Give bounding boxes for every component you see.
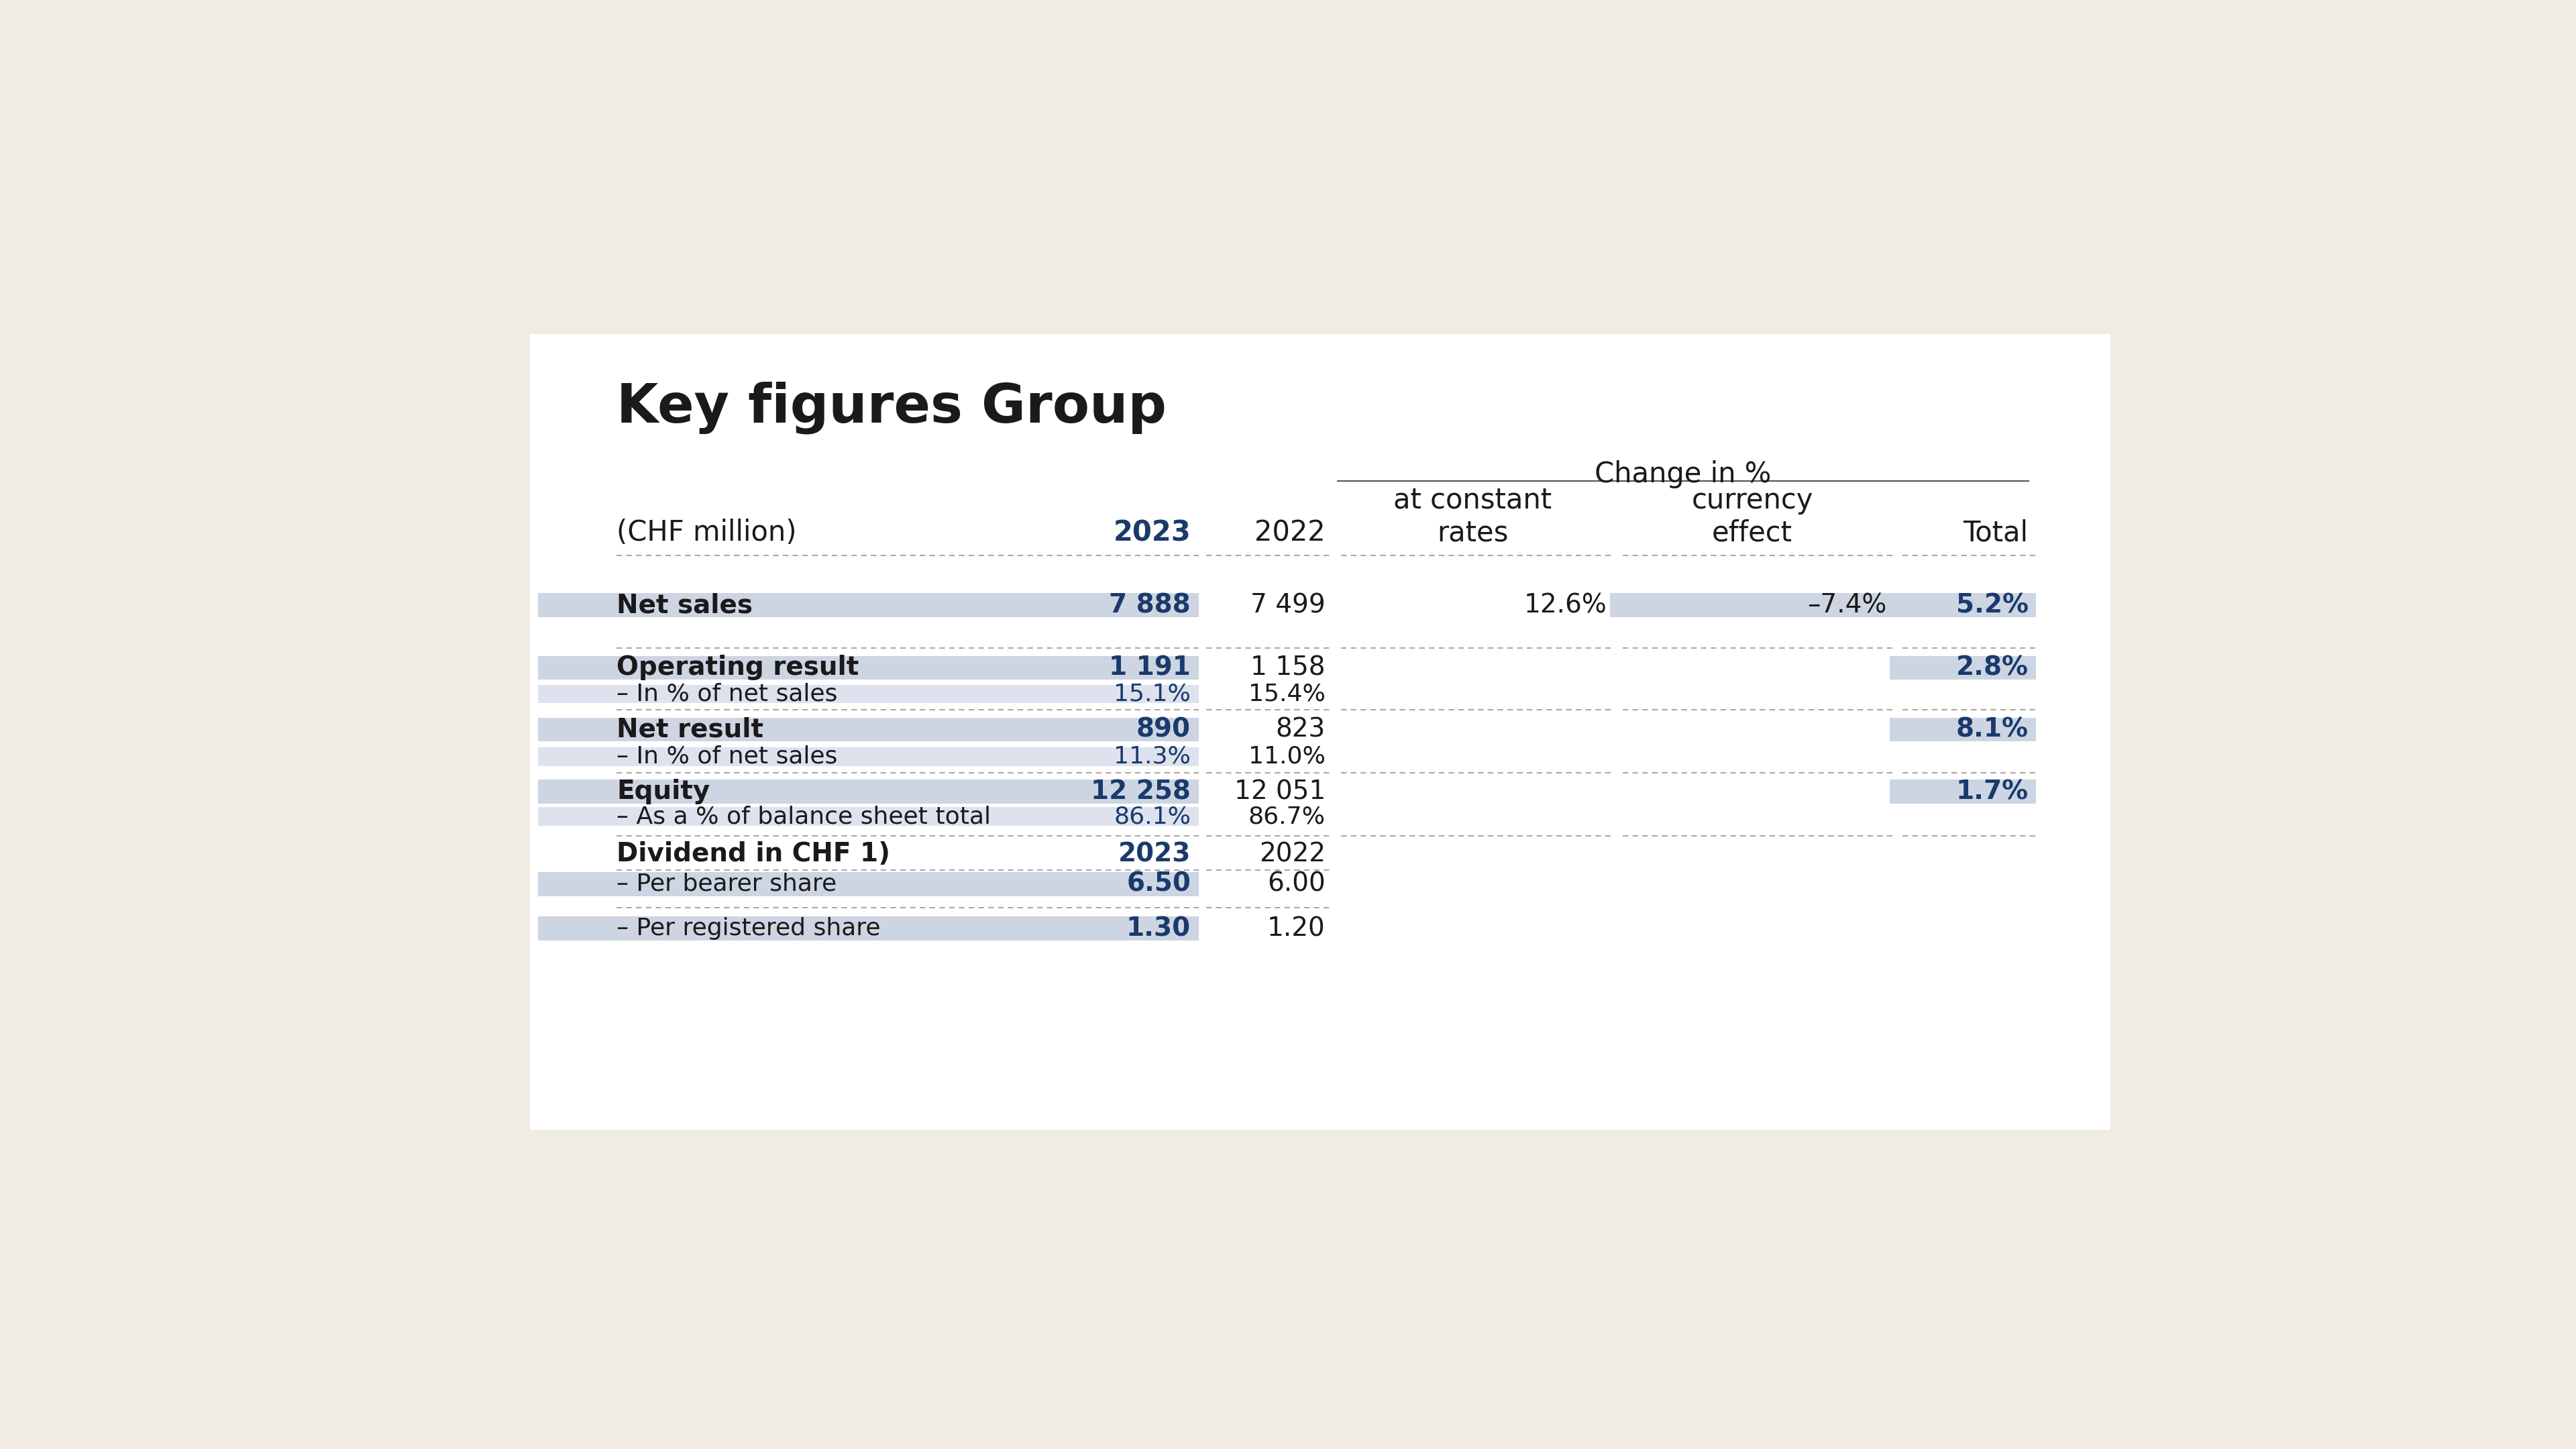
Polygon shape (538, 656, 1198, 680)
Text: 2023: 2023 (1118, 842, 1190, 867)
Text: – In % of net sales: – In % of net sales (616, 682, 837, 706)
Text: 1.7%: 1.7% (1955, 780, 2027, 804)
Text: 6.00: 6.00 (1267, 871, 1327, 897)
Text: 86.7%: 86.7% (1249, 806, 1327, 827)
Polygon shape (538, 807, 1198, 826)
Text: 7 888: 7 888 (1110, 593, 1190, 617)
Polygon shape (1891, 780, 2035, 804)
Text: –7.4%: –7.4% (1808, 593, 1886, 617)
Text: – Per bearer share: – Per bearer share (616, 872, 837, 895)
Text: 86.1%: 86.1% (1113, 806, 1190, 827)
Text: 890: 890 (1136, 717, 1190, 742)
Text: (CHF million): (CHF million) (616, 519, 796, 546)
Text: 7 499: 7 499 (1249, 593, 1327, 617)
Text: 1.30: 1.30 (1126, 916, 1190, 942)
Text: Change in %: Change in % (1595, 461, 1772, 488)
Text: Key figures Group: Key figures Group (616, 381, 1167, 435)
Polygon shape (538, 748, 1198, 767)
Text: 2.8%: 2.8% (1955, 655, 2027, 681)
Text: 15.4%: 15.4% (1249, 682, 1327, 706)
Text: – As a % of balance sheet total: – As a % of balance sheet total (616, 806, 992, 827)
Text: Net result: Net result (616, 717, 762, 742)
Polygon shape (538, 593, 1198, 617)
Text: at constant
rates: at constant rates (1394, 485, 1551, 546)
Text: 2023: 2023 (1113, 519, 1190, 546)
Text: 11.3%: 11.3% (1113, 745, 1190, 768)
Text: 12 258: 12 258 (1090, 780, 1190, 804)
Text: 2022: 2022 (1260, 842, 1327, 867)
Polygon shape (531, 335, 2110, 1129)
Text: 8.1%: 8.1% (1955, 717, 2027, 742)
Polygon shape (538, 685, 1198, 703)
Polygon shape (538, 780, 1198, 804)
Text: Net sales: Net sales (616, 593, 752, 617)
Polygon shape (538, 917, 1198, 940)
Text: 5.2%: 5.2% (1955, 593, 2027, 617)
Text: – Per registered share: – Per registered share (616, 917, 881, 940)
Text: Equity: Equity (616, 780, 711, 804)
Polygon shape (1610, 593, 1896, 617)
Text: currency
effect: currency effect (1692, 485, 1814, 546)
Text: 6.50: 6.50 (1126, 871, 1190, 897)
Polygon shape (538, 717, 1198, 742)
Text: 1 191: 1 191 (1110, 655, 1190, 681)
Polygon shape (1891, 717, 2035, 742)
Text: Total: Total (1963, 519, 2027, 546)
Text: 823: 823 (1275, 717, 1327, 742)
Text: 12 051: 12 051 (1234, 780, 1327, 804)
Polygon shape (1891, 656, 2035, 680)
Text: 12.6%: 12.6% (1525, 593, 1607, 617)
Text: 11.0%: 11.0% (1249, 745, 1327, 768)
Text: 1 158: 1 158 (1249, 655, 1327, 681)
Text: – In % of net sales: – In % of net sales (616, 745, 837, 768)
Text: 15.1%: 15.1% (1113, 682, 1190, 706)
Polygon shape (538, 872, 1198, 895)
Text: 2022: 2022 (1255, 519, 1327, 546)
Text: Dividend in CHF 1): Dividend in CHF 1) (616, 842, 891, 867)
Polygon shape (1891, 593, 2035, 617)
Text: 1.20: 1.20 (1267, 916, 1327, 942)
Text: Operating result: Operating result (616, 655, 860, 681)
